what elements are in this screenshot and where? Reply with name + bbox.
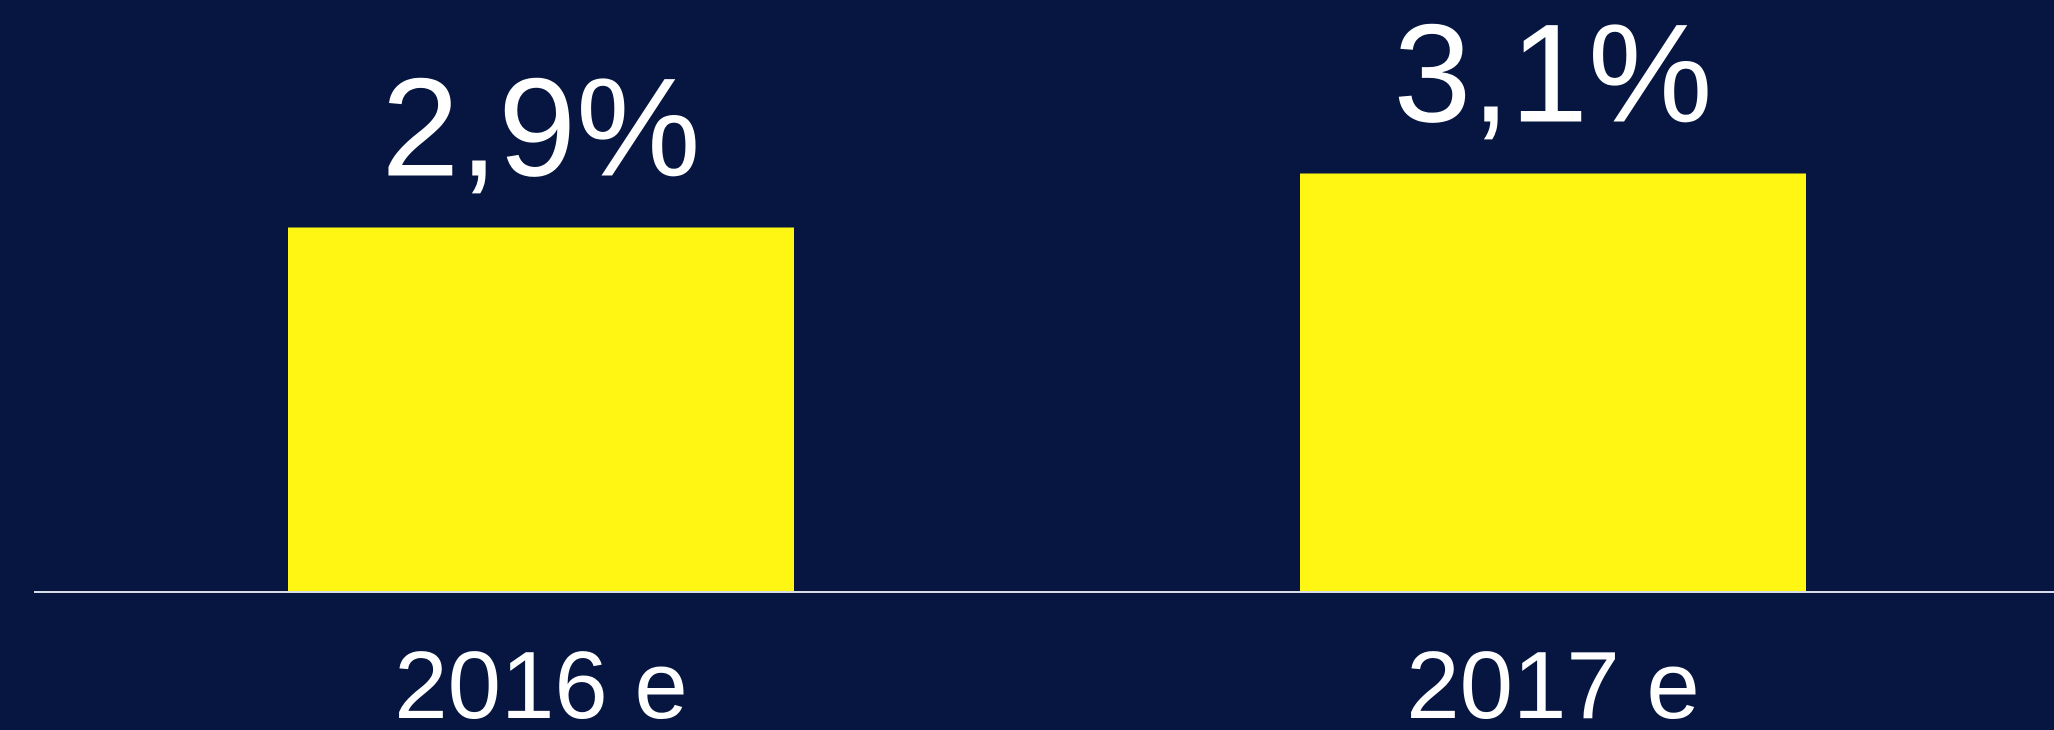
bar [1300, 173, 1806, 592]
value-label: 2,9% [381, 49, 700, 206]
value-label: 3,1% [1393, 0, 1712, 152]
x-tick-label: 2017 e [1406, 632, 1700, 730]
x-tick-label: 2016 e [394, 632, 688, 730]
bar [288, 227, 794, 592]
